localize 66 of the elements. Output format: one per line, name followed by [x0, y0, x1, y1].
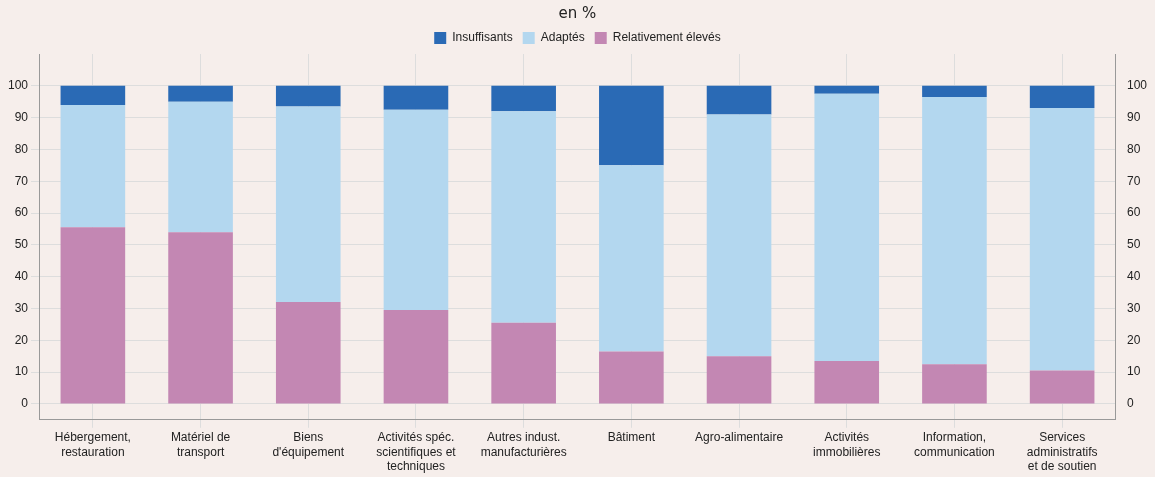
bar — [706, 356, 772, 404]
bar — [383, 310, 449, 404]
y-tick-label: 90 — [14, 109, 29, 124]
y-tick-label: 50 — [14, 237, 29, 252]
y2-tick-label: 70 — [1126, 173, 1141, 188]
bar — [1029, 370, 1095, 404]
bar — [814, 93, 880, 361]
x-tick-label: Matériel de transport — [170, 430, 231, 459]
y2-tick-label: 60 — [1126, 205, 1141, 220]
y-tick-label: 40 — [14, 268, 29, 283]
legend-label: Insuffisants — [452, 30, 513, 45]
legend-label: Adaptés — [540, 30, 585, 45]
x-tick-label: Biens d'équipement — [272, 430, 345, 459]
x-tick-label: Agro-alimentaire — [695, 430, 784, 445]
x-tick-label: Services administratifs et de soutien — [1026, 430, 1098, 474]
bar — [491, 111, 556, 323]
x-tick-label: Hébergement, restauration — [54, 430, 131, 459]
y-tick-label: 80 — [14, 141, 29, 156]
bar — [275, 85, 341, 107]
x-tick-label: Information, communication — [914, 430, 995, 459]
bar — [599, 351, 664, 404]
y2-tick-label: 80 — [1126, 141, 1141, 156]
bar — [60, 104, 126, 228]
y2-tick-label: 30 — [1126, 300, 1141, 315]
bar — [814, 85, 880, 94]
y-tick-label: 10 — [14, 364, 29, 379]
bar — [275, 302, 341, 404]
x-tick-label: Activités spéc. scientifiques et techniques — [376, 430, 457, 474]
bar — [814, 360, 880, 404]
bar — [383, 85, 449, 110]
y2-tick-label: 10 — [1126, 364, 1141, 379]
y2-tick-label: 40 — [1126, 268, 1141, 283]
x-tick-label: Bâtiment — [607, 430, 656, 445]
bar — [1029, 85, 1095, 109]
bar — [491, 322, 556, 404]
bar — [383, 109, 449, 311]
bar — [706, 85, 772, 115]
bar — [922, 85, 987, 97]
y2-tick-label: 90 — [1126, 109, 1141, 124]
bar — [168, 101, 233, 233]
bar — [599, 165, 664, 352]
bar — [706, 114, 772, 357]
y-tick-label: 60 — [14, 205, 29, 220]
bar — [1029, 108, 1095, 371]
bar — [275, 106, 341, 303]
y-tick-label: 70 — [14, 173, 29, 188]
bar — [491, 85, 556, 112]
y-tick-label: 20 — [14, 332, 29, 347]
bar — [168, 232, 233, 404]
bar — [60, 85, 126, 105]
bar — [922, 364, 987, 404]
y-tick-label: 0 — [21, 396, 29, 411]
y2-tick-label: 50 — [1126, 237, 1141, 252]
legend-label: Relativement élevés — [612, 30, 721, 45]
bar — [599, 85, 664, 166]
y2-tick-label: 0 — [1126, 396, 1134, 411]
bar — [922, 96, 987, 365]
y2-tick-label: 100 — [1126, 78, 1148, 93]
x-tick-label: Activités immobilières — [813, 430, 881, 459]
bar — [168, 85, 233, 102]
bar — [60, 227, 126, 404]
y-tick-label: 30 — [14, 300, 29, 315]
y-tick-label: 100 — [7, 78, 29, 93]
chart-subtitle: en % — [557, 4, 598, 22]
x-tick-label: Autres indust. manufacturières — [480, 430, 567, 459]
y2-tick-label: 20 — [1126, 332, 1141, 347]
